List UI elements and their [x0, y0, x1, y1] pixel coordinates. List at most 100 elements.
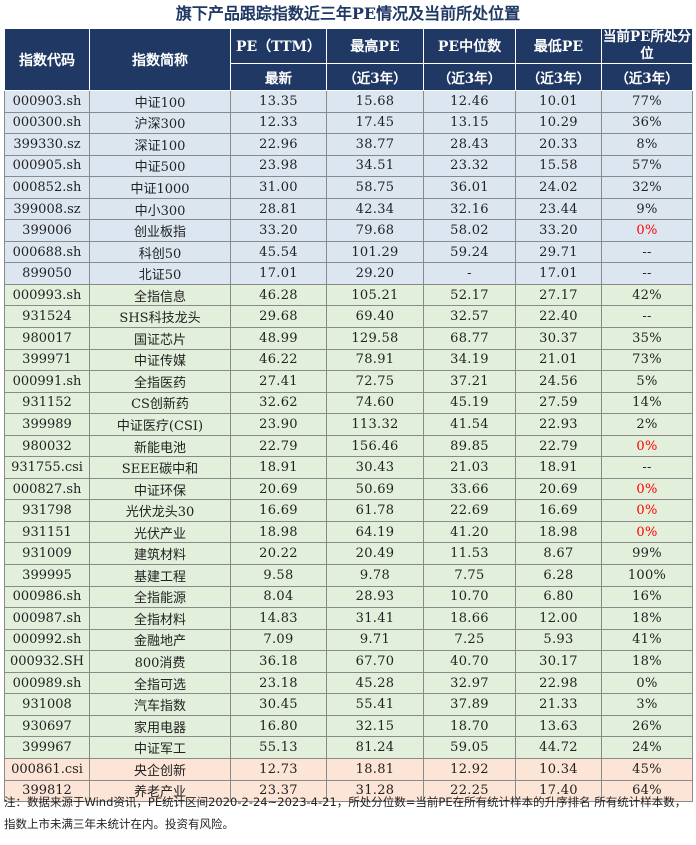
- index-code-cell: 000991.sh: [4, 370, 90, 393]
- pe-latest-cell: 55.13: [230, 736, 327, 759]
- pe-min-cell: 20.33: [515, 133, 602, 156]
- pe-min-cell: 13.63: [515, 714, 602, 738]
- pe-median-cell: 7.75: [423, 564, 516, 587]
- pe-max-cell: 17.45: [326, 111, 424, 135]
- header-min-pe-sub: （近3年）: [515, 63, 602, 91]
- percentile-cell: 18%: [601, 650, 693, 673]
- percentile-cell: 64%: [601, 779, 693, 803]
- pe-median-cell: 28.43: [423, 133, 516, 156]
- pe-median-cell: 12.92: [423, 757, 516, 781]
- pe-median-cell: 52.17: [423, 283, 516, 307]
- pe-median-cell: 7.25: [423, 628, 516, 652]
- table-row: 899050 北证50 17.01 29.20-17.01 --: [4, 262, 693, 285]
- index-code-cell: 000905.sh: [4, 154, 90, 178]
- header-max-pe: 最高PE: [326, 28, 424, 64]
- index-name-cell: 全指材料: [89, 607, 231, 630]
- pe-latest-cell: 29.68: [230, 305, 327, 329]
- index-name-cell: 国证芯片: [89, 327, 231, 350]
- index-code-cell: 000986.sh: [4, 585, 90, 609]
- table-row: 399967 中证军工 55.13 81.24 59.05 44.72 24%: [4, 736, 693, 759]
- pe-median-cell: 32.97: [423, 671, 516, 695]
- index-name-cell: 养老产业: [89, 779, 231, 803]
- pe-max-cell: 79.68: [326, 219, 424, 242]
- pe-min-cell: 6.28: [515, 564, 602, 587]
- index-name-cell: 建筑材料: [89, 542, 231, 566]
- header-median-pe-sub: （近3年）: [423, 63, 516, 91]
- pe-max-cell: 29.20: [326, 262, 424, 285]
- pe-max-cell: 30.43: [326, 456, 424, 479]
- percentile-cell: 2%: [601, 413, 693, 436]
- pe-median-cell: 58.02: [423, 219, 516, 242]
- pe-latest-cell: 18.91: [230, 456, 327, 479]
- percentile-cell: --: [601, 456, 693, 479]
- header-code: 指数代码: [4, 28, 90, 91]
- percentile-cell: 18%: [601, 607, 693, 630]
- page-title: 旗下产品跟踪指数近三年PE情况及当前所处位置: [175, 4, 521, 23]
- index-name-cell: 中证医疗(CSI): [89, 413, 231, 436]
- pe-min-cell: 6.80: [515, 585, 602, 609]
- table-row: 931755.csi SEEE碳中和 18.91 30.43 21.03 18.91 --: [4, 456, 693, 479]
- pe-max-cell: 61.78: [326, 499, 424, 522]
- percentile-cell: 42%: [601, 283, 693, 307]
- table-row: 931152 CS创新药 32.62 74.60 45.19 27.59 14%: [4, 391, 693, 415]
- table-row: 000932.SH 800消费 36.18 67.70 40.70 30.17 18%: [4, 650, 693, 673]
- index-name-cell: 科创50: [89, 240, 231, 264]
- index-name-cell: 央企创新: [89, 757, 231, 781]
- pe-latest-cell: 30.45: [230, 693, 327, 716]
- table-row: 399812 养老产业 23.37 31.28 22.25 17.40 64%: [4, 779, 693, 803]
- index-name-cell: 金融地产: [89, 628, 231, 652]
- pe-min-cell: 18.91: [515, 456, 602, 479]
- pe-latest-cell: 45.54: [230, 240, 327, 264]
- pe-latest-cell: 14.83: [230, 607, 327, 630]
- percentile-cell: 0%: [601, 499, 693, 522]
- header-median-pe: PE中位数: [423, 28, 516, 64]
- pe-max-cell: 28.93: [326, 585, 424, 609]
- pe-min-cell: 30.37: [515, 327, 602, 350]
- index-code-cell: 399995: [4, 564, 90, 587]
- pe-max-cell: 113.32: [326, 413, 424, 436]
- pe-median-cell: 37.21: [423, 370, 516, 393]
- pe-max-cell: 69.40: [326, 305, 424, 329]
- pe-latest-cell: 23.90: [230, 413, 327, 436]
- table-row: 399008.sz 中小300 28.81 42.34 32.16 23.44 9%: [4, 197, 693, 221]
- pe-median-cell: 68.77: [423, 327, 516, 350]
- pe-latest-cell: 32.62: [230, 391, 327, 415]
- pe-max-cell: 81.24: [326, 736, 424, 759]
- pe-median-cell: -: [423, 262, 516, 285]
- index-code-cell: 000989.sh: [4, 671, 90, 695]
- pe-max-cell: 64.19: [326, 520, 424, 544]
- pe-latest-cell: 8.04: [230, 585, 327, 609]
- index-code-cell: 931151: [4, 520, 90, 544]
- pe-max-cell: 156.46: [326, 434, 424, 458]
- header-percentile: 当前PE所处分位: [601, 28, 693, 64]
- percentile-cell: 41%: [601, 628, 693, 652]
- table-row: 000992.sh 金融地产 7.09 9.71 7.25 5.93 41%: [4, 628, 693, 652]
- pe-median-cell: 18.70: [423, 714, 516, 738]
- pe-latest-cell: 33.20: [230, 219, 327, 242]
- pe-latest-cell: 18.98: [230, 520, 327, 544]
- index-name-cell: 全指可选: [89, 671, 231, 695]
- pe-median-cell: 41.20: [423, 520, 516, 544]
- pe-max-cell: 78.91: [326, 348, 424, 372]
- pe-median-cell: 18.66: [423, 607, 516, 630]
- pe-max-cell: 58.75: [326, 176, 424, 199]
- pe-min-cell: 20.69: [515, 477, 602, 501]
- percentile-cell: 26%: [601, 714, 693, 738]
- table-row: 931009 建筑材料 20.22 20.49 11.53 8.67 99%: [4, 542, 693, 566]
- percentile-cell: 0%: [601, 434, 693, 458]
- pe-latest-cell: 20.22: [230, 542, 327, 566]
- percentile-cell: 16%: [601, 585, 693, 609]
- pe-median-cell: 22.25: [423, 779, 516, 803]
- percentile-cell: 0%: [601, 477, 693, 501]
- header-pe-ttm: PE（TTM）: [230, 28, 327, 64]
- index-name-cell: SHS科技龙头: [89, 305, 231, 329]
- percentile-cell: --: [601, 305, 693, 329]
- pe-median-cell: 40.70: [423, 650, 516, 673]
- table-row: 000903.sh 中证100 13.35 15.68 12.46 10.01 77%: [4, 90, 693, 113]
- percentile-cell: 77%: [601, 90, 693, 113]
- table-row: 000852.sh 中证1000 31.00 58.75 36.01 24.02 32%: [4, 176, 693, 199]
- index-code-cell: 399008.sz: [4, 197, 90, 221]
- pe-latest-cell: 13.35: [230, 90, 327, 113]
- pe-max-cell: 32.15: [326, 714, 424, 738]
- pe-max-cell: 50.69: [326, 477, 424, 501]
